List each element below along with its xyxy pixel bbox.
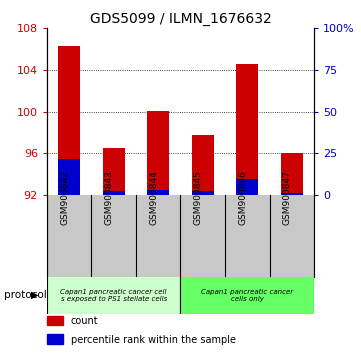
Bar [47, 334, 63, 344]
Text: GSM900844: GSM900844 [149, 170, 158, 225]
Bar [280, 193, 303, 195]
Text: GSM900847: GSM900847 [283, 170, 292, 225]
Text: GSM900845: GSM900845 [194, 170, 203, 225]
Bar [280, 153, 303, 195]
Text: Capan1 pancreatic cancer
cells only: Capan1 pancreatic cancer cells only [201, 289, 293, 302]
Bar [47, 276, 180, 314]
Bar [180, 276, 314, 314]
Bar [192, 135, 214, 195]
Bar [147, 190, 169, 195]
Bar [103, 148, 125, 192]
Bar [58, 159, 80, 195]
Bar [47, 316, 63, 325]
Text: protocol: protocol [4, 290, 46, 300]
Text: ▶: ▶ [31, 290, 38, 300]
Title: GDS5099 / ILMN_1676632: GDS5099 / ILMN_1676632 [90, 12, 271, 26]
Bar [147, 111, 169, 190]
Bar [236, 64, 258, 195]
Bar [58, 46, 80, 159]
Bar [58, 46, 80, 195]
Bar [103, 192, 125, 195]
Bar [103, 148, 125, 195]
Text: GSM900842: GSM900842 [60, 170, 69, 225]
Bar [236, 64, 258, 179]
Bar [147, 111, 169, 195]
Text: count: count [71, 316, 99, 326]
Bar [280, 153, 303, 193]
Text: percentile rank within the sample: percentile rank within the sample [71, 335, 236, 344]
Text: GSM900843: GSM900843 [105, 170, 114, 225]
Bar [192, 192, 214, 195]
Text: GSM900846: GSM900846 [238, 170, 247, 225]
Text: Capan1 pancreatic cancer cell
s exposed to PS1 stellate cells: Capan1 pancreatic cancer cell s exposed … [60, 289, 167, 302]
Bar [236, 179, 258, 195]
Bar [192, 135, 214, 192]
